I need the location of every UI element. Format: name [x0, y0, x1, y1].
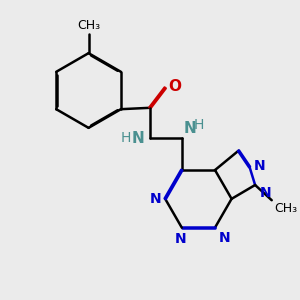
Text: H: H [121, 131, 131, 145]
Text: N: N [218, 231, 230, 245]
Text: N: N [175, 232, 186, 246]
Text: N: N [131, 131, 144, 146]
Text: CH₃: CH₃ [274, 202, 297, 214]
Text: N: N [254, 159, 266, 172]
Text: N: N [259, 186, 271, 200]
Text: N: N [149, 192, 161, 206]
Text: N: N [183, 121, 196, 136]
Text: CH₃: CH₃ [77, 20, 100, 32]
Text: H: H [194, 118, 204, 132]
Text: O: O [169, 79, 182, 94]
